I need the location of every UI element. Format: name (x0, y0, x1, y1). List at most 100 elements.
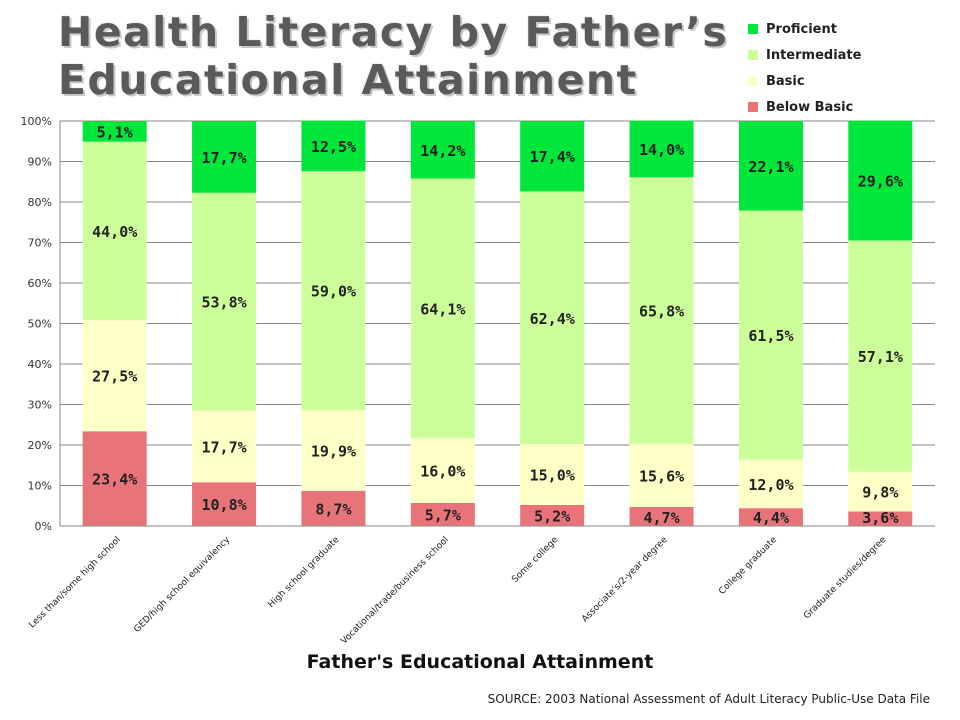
bar-segment-intermediate (520, 191, 585, 445)
bar-segment-basic (301, 410, 366, 491)
y-tick-label: 30% (28, 399, 52, 412)
y-tick-label: 20% (28, 439, 52, 452)
bar-segment-proficient (410, 121, 475, 179)
bar-segment-proficient (192, 121, 257, 193)
y-tick-label: 90% (28, 156, 52, 169)
x-tick-label: Vocational/trade/business school (339, 535, 451, 647)
bar-segment-proficient (520, 121, 585, 192)
data-label: 14,2% (420, 142, 465, 160)
data-label: 9,8% (862, 484, 898, 502)
data-label: 5,7% (425, 506, 461, 524)
bar-segment-below-basic (301, 490, 366, 526)
data-label: 5,2% (534, 507, 570, 525)
data-label: 22,1% (748, 158, 793, 176)
legend-swatch (748, 76, 758, 86)
x-tick-label: Graduate studies/degree (802, 535, 889, 622)
legend-item-proficient: Proficient (748, 16, 861, 42)
x-tick-label: Associate's/2-year degree (580, 535, 670, 625)
x-tick-label: College graduate (717, 535, 779, 597)
source-note: SOURCE: 2003 National Assessment of Adul… (487, 692, 930, 706)
y-tick-label: 10% (28, 480, 52, 493)
data-label: 17,7% (201, 438, 246, 456)
data-label: 12,0% (748, 476, 793, 494)
x-tick-label: Some college (510, 535, 560, 585)
data-label: 3,6% (862, 509, 898, 527)
data-label: 61,5% (748, 327, 793, 345)
y-tick-label: 50% (28, 318, 52, 331)
bar-segment-proficient (301, 120, 366, 172)
x-tick-label: High school graduate (266, 535, 341, 610)
bar-segment-intermediate (301, 171, 366, 411)
bar-segment-basic (410, 438, 475, 503)
bar-segment-intermediate (629, 177, 694, 444)
y-tick-label: 80% (28, 196, 52, 209)
bar-segment-below-basic (848, 511, 913, 526)
y-tick-label: 100% (21, 115, 52, 128)
bar-segment-basic (629, 443, 694, 507)
data-label: 62,4% (530, 310, 575, 328)
y-tick-label: 0% (35, 520, 52, 533)
data-label: 15,0% (530, 467, 575, 485)
legend-item-below-basic: Below Basic (748, 94, 861, 120)
legend-swatch (748, 24, 758, 34)
bar-segment-below-basic (520, 504, 585, 526)
legend-swatch (748, 50, 758, 60)
legend-label: Proficient (766, 21, 837, 37)
legend-label: Intermediate (766, 47, 862, 63)
bar-segment-basic (738, 459, 803, 509)
chart-legend: Proficient Intermediate Basic Below Basic (748, 16, 861, 120)
data-label: 10,8% (201, 496, 246, 514)
bar-segment-intermediate (192, 192, 257, 411)
legend-label: Basic (766, 73, 805, 89)
bar-segment-proficient (848, 120, 913, 241)
data-label: 65,8% (639, 303, 684, 321)
x-tick-label: GED/high school equivalency (132, 535, 232, 635)
x-axis-title: Father's Educational Attainment (306, 651, 654, 673)
bar-segment-below-basic (192, 482, 257, 526)
bar-segment-below-basic (82, 431, 147, 526)
data-label: 15,6% (639, 467, 684, 485)
bar-segment-intermediate (738, 210, 803, 460)
data-label: 23,4% (92, 471, 137, 489)
bar-segment-intermediate (410, 178, 475, 439)
legend-item-basic: Basic (748, 68, 861, 94)
bar-segment-intermediate (82, 141, 147, 320)
data-label: 5,1% (97, 123, 133, 141)
bar-segment-below-basic (738, 508, 803, 526)
x-tick-label: Less than/some high school (27, 535, 122, 630)
bar-segment-basic (520, 444, 585, 505)
y-tick-label: 40% (28, 358, 52, 371)
data-label: 16,0% (420, 463, 465, 481)
y-tick-label: 70% (28, 237, 52, 250)
bar-segment-intermediate (848, 240, 913, 472)
data-label: 57,1% (858, 348, 903, 366)
data-label: 17,7% (201, 149, 246, 167)
bar-segment-basic (848, 471, 913, 512)
data-label: 14,0% (639, 141, 684, 159)
bar-segment-below-basic (629, 506, 694, 526)
legend-label: Below Basic (766, 99, 854, 115)
bar-segment-proficient (629, 120, 694, 178)
chart-title: Health Literacy by Father’s Educational … (58, 8, 738, 104)
data-label: 17,4% (530, 148, 575, 166)
legend-item-intermediate: Intermediate (748, 42, 861, 68)
data-label: 19,9% (311, 442, 356, 460)
data-label: 12,5% (311, 138, 356, 156)
data-label: 59,0% (311, 283, 356, 301)
bar-segment-proficient (82, 121, 147, 142)
chart-title-line-2: Educational Attainment (58, 56, 638, 104)
data-label: 8,7% (315, 500, 351, 518)
data-label: 27,5% (92, 368, 137, 386)
data-label: 4,4% (753, 509, 789, 527)
bar-segment-below-basic (410, 502, 475, 526)
bar-segment-proficient (738, 121, 803, 211)
bar-segment-basic (192, 410, 257, 483)
chart-title-line-1: Health Literacy by Father’s (58, 8, 729, 56)
data-label: 53,8% (201, 294, 246, 312)
legend-swatch (748, 102, 758, 112)
data-label: 4,7% (644, 509, 680, 527)
bar-segment-basic (82, 319, 147, 432)
y-tick-label: 60% (28, 277, 52, 290)
data-label: 44,0% (92, 223, 137, 241)
